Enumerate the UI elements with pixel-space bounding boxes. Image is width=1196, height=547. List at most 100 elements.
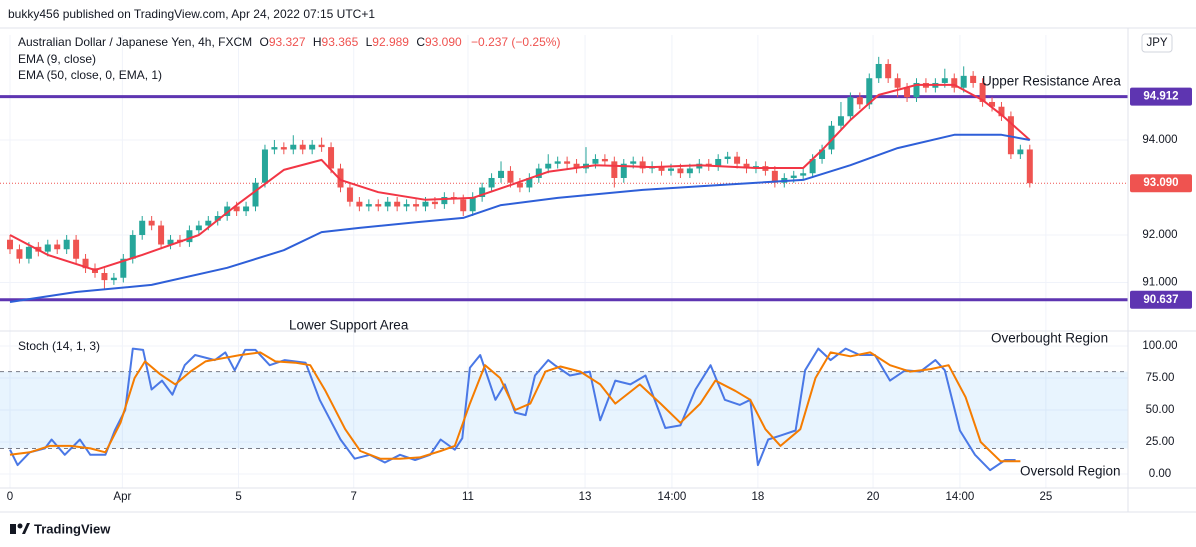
candle-body bbox=[743, 163, 750, 169]
indicator-line bbox=[9, 133, 1030, 303]
y-tick-label: 100.00 bbox=[1142, 340, 1177, 352]
last-price-label: 93.090 bbox=[1143, 177, 1178, 189]
candle-body bbox=[847, 97, 854, 117]
candle-body bbox=[82, 258, 89, 269]
candle-body bbox=[186, 230, 193, 243]
candle-body bbox=[271, 147, 278, 150]
last-price-badge bbox=[1130, 174, 1192, 193]
candle-body bbox=[16, 249, 23, 259]
candle-body bbox=[460, 199, 467, 212]
level-label: 94.912 bbox=[1143, 91, 1178, 103]
candle-body bbox=[894, 78, 901, 88]
candle-body bbox=[195, 225, 202, 231]
candle-body bbox=[837, 116, 844, 126]
candle-body bbox=[148, 220, 155, 226]
change: −0.237 (−0.25%) bbox=[471, 35, 560, 49]
candle-body bbox=[309, 144, 316, 150]
candle-body bbox=[526, 177, 533, 188]
x-tick-label: Apr bbox=[113, 491, 131, 503]
candle-body bbox=[120, 258, 127, 278]
x-tick-label: 18 bbox=[751, 491, 764, 503]
candle-body bbox=[601, 158, 608, 162]
band-fill bbox=[0, 371, 1128, 449]
candle-body bbox=[611, 161, 618, 178]
candle-body bbox=[516, 182, 523, 188]
y-tick-label: 94.000 bbox=[1142, 134, 1177, 146]
x-tick-label: 11 bbox=[462, 491, 474, 503]
ohlc-value: 93.090 bbox=[425, 35, 462, 49]
annotation: Oversold Region bbox=[1020, 464, 1121, 479]
candle-body bbox=[989, 101, 996, 107]
candle-body bbox=[535, 168, 542, 178]
candle-body bbox=[403, 204, 410, 207]
candle-body bbox=[970, 75, 977, 83]
candle-body bbox=[299, 144, 306, 150]
candle-body bbox=[686, 168, 693, 174]
candle-body bbox=[413, 204, 420, 207]
x-tick-label: 13 bbox=[579, 491, 592, 503]
candle-body bbox=[564, 161, 571, 164]
candle-body bbox=[507, 170, 514, 183]
candle-body bbox=[224, 206, 231, 216]
currency-badge[interactable] bbox=[1141, 33, 1173, 53]
candle-body bbox=[44, 244, 51, 252]
x-tick-label: 20 bbox=[867, 491, 880, 503]
indicator-legend: EMA (9, close) bbox=[18, 52, 96, 66]
candle-body bbox=[328, 147, 335, 169]
candle-body bbox=[441, 196, 448, 205]
annotation: Lower Support Area bbox=[289, 318, 409, 333]
candle-body bbox=[243, 206, 250, 212]
candle-body bbox=[158, 225, 165, 245]
candle-body bbox=[290, 144, 297, 150]
candle-body bbox=[630, 161, 637, 164]
candle-body bbox=[63, 239, 70, 250]
annotation: Upper Resistance Area bbox=[982, 74, 1121, 89]
x-tick-label: 0 bbox=[7, 491, 13, 503]
candle-body bbox=[639, 161, 646, 169]
candle-body bbox=[771, 170, 778, 183]
ohlc-key: H bbox=[313, 35, 322, 49]
candle-body bbox=[875, 63, 882, 79]
indicator-legend: EMA (50, close, 0, EMA, 1) bbox=[18, 68, 162, 82]
ohlc-key: L bbox=[366, 35, 373, 49]
x-tick-label: 14:00 bbox=[946, 491, 975, 503]
candle-body bbox=[394, 201, 401, 207]
footer-brand: TradingView bbox=[34, 521, 111, 536]
indicator-line bbox=[9, 83, 1031, 272]
candle-body bbox=[819, 149, 826, 159]
candle-body bbox=[365, 204, 372, 207]
candle-body bbox=[422, 201, 429, 207]
candle-body bbox=[252, 182, 259, 207]
candle-body bbox=[828, 125, 835, 150]
y-tick-label: 75.00 bbox=[1146, 372, 1175, 384]
candle-body bbox=[951, 78, 958, 88]
candle-body bbox=[620, 163, 627, 178]
candle-body bbox=[54, 244, 61, 250]
header: bukky456 published on TradingView.com, A… bbox=[8, 7, 375, 21]
indicator-line bbox=[9, 347, 1016, 472]
candle-body bbox=[375, 204, 382, 207]
candle-body bbox=[715, 158, 722, 167]
candle-body bbox=[261, 149, 268, 183]
level-label: 90.637 bbox=[1143, 294, 1178, 306]
candle-body bbox=[139, 220, 146, 235]
candle-body bbox=[856, 97, 863, 105]
candle-body bbox=[790, 175, 797, 178]
indicator-legend: Stoch (14, 1, 3) bbox=[18, 339, 100, 353]
level-badge bbox=[1130, 87, 1192, 106]
candle-body bbox=[205, 220, 212, 226]
candle-body bbox=[1017, 149, 1024, 155]
x-tick-label: 25 bbox=[1039, 491, 1052, 503]
candle-body bbox=[658, 166, 665, 171]
candle-body bbox=[734, 156, 741, 164]
candle-body bbox=[809, 158, 816, 174]
candle-body bbox=[110, 277, 117, 281]
candle-body bbox=[1007, 116, 1014, 155]
candle-body bbox=[356, 201, 363, 207]
candle-body bbox=[885, 63, 892, 79]
candle-body bbox=[384, 201, 391, 207]
candle-body bbox=[498, 170, 505, 178]
level-badge bbox=[1130, 290, 1192, 309]
candle-body bbox=[214, 215, 221, 221]
ohlc-value: 92.989 bbox=[372, 35, 409, 49]
